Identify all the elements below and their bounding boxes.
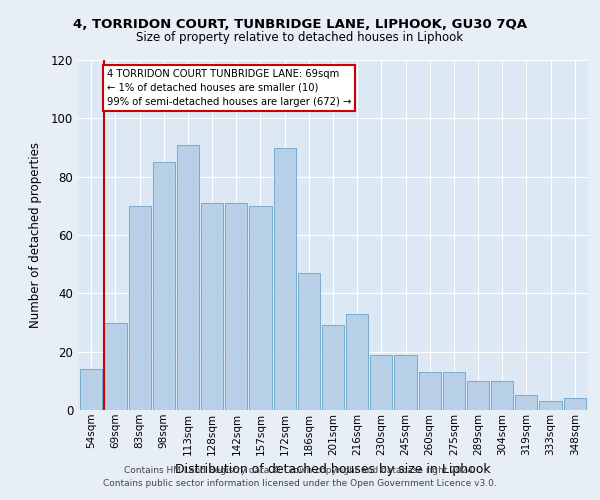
- Text: 4 TORRIDON COURT TUNBRIDGE LANE: 69sqm
← 1% of detached houses are smaller (10)
: 4 TORRIDON COURT TUNBRIDGE LANE: 69sqm ←…: [107, 69, 352, 107]
- Bar: [467, 381, 489, 410]
- Bar: [443, 372, 465, 410]
- Bar: [274, 148, 296, 410]
- Bar: [394, 354, 416, 410]
- Bar: [515, 396, 538, 410]
- Bar: [322, 326, 344, 410]
- Bar: [128, 206, 151, 410]
- Bar: [80, 369, 103, 410]
- Bar: [539, 401, 562, 410]
- Bar: [177, 144, 199, 410]
- Bar: [419, 372, 441, 410]
- Bar: [298, 273, 320, 410]
- Bar: [563, 398, 586, 410]
- Text: Contains HM Land Registry data © Crown copyright and database right 2024.
Contai: Contains HM Land Registry data © Crown c…: [103, 466, 497, 487]
- Bar: [152, 162, 175, 410]
- Text: 4, TORRIDON COURT, TUNBRIDGE LANE, LIPHOOK, GU30 7QA: 4, TORRIDON COURT, TUNBRIDGE LANE, LIPHO…: [73, 18, 527, 30]
- Bar: [346, 314, 368, 410]
- Bar: [370, 354, 392, 410]
- X-axis label: Distribution of detached houses by size in Liphook: Distribution of detached houses by size …: [175, 463, 491, 476]
- Y-axis label: Number of detached properties: Number of detached properties: [29, 142, 43, 328]
- Bar: [225, 203, 247, 410]
- Text: Size of property relative to detached houses in Liphook: Size of property relative to detached ho…: [136, 31, 464, 44]
- Bar: [250, 206, 272, 410]
- Bar: [491, 381, 514, 410]
- Bar: [201, 203, 223, 410]
- Bar: [104, 322, 127, 410]
